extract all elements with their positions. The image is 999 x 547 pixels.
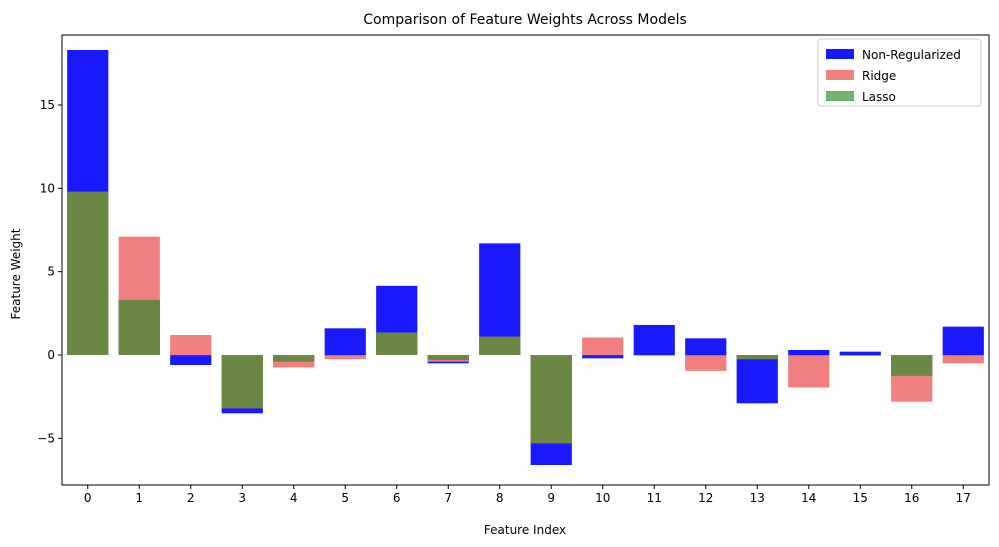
bar-non-regularized-2 bbox=[170, 355, 212, 365]
bar-lasso-16 bbox=[891, 355, 933, 376]
bar-lasso-9 bbox=[530, 355, 572, 444]
bar-lasso-8 bbox=[479, 336, 521, 355]
bar-lasso-3 bbox=[221, 355, 263, 409]
bar-non-regularized-15 bbox=[839, 351, 881, 355]
bar-lasso-14 bbox=[788, 355, 830, 356]
bar-lasso-17 bbox=[942, 355, 984, 356]
x-tick-label: 1 bbox=[135, 491, 143, 505]
x-tick-label: 12 bbox=[698, 491, 713, 505]
x-tick-label: 13 bbox=[750, 491, 765, 505]
y-axis-label: Feature Weight bbox=[9, 228, 23, 319]
bar-lasso-7 bbox=[427, 355, 469, 360]
series-non-regularized bbox=[67, 50, 984, 465]
bar-non-regularized-12 bbox=[685, 338, 727, 355]
legend-swatch bbox=[826, 70, 854, 80]
bar-ridge-10 bbox=[582, 337, 624, 355]
legend-label: Ridge bbox=[862, 69, 896, 83]
bar-non-regularized-17 bbox=[942, 326, 984, 355]
x-tick-label: 7 bbox=[444, 491, 452, 505]
bar-lasso-2 bbox=[170, 355, 212, 356]
legend-label: Non-Regularized bbox=[862, 48, 961, 62]
bar-lasso-5 bbox=[324, 355, 366, 356]
bar-ridge-12 bbox=[685, 355, 727, 371]
plot-area bbox=[67, 50, 984, 465]
x-tick-label: 10 bbox=[595, 491, 610, 505]
bar-lasso-1 bbox=[118, 300, 160, 355]
x-tick-label: 17 bbox=[956, 491, 971, 505]
legend-swatch bbox=[826, 49, 854, 59]
x-tick-label: 16 bbox=[904, 491, 919, 505]
plot-frame bbox=[61, 34, 990, 486]
bar-lasso-11 bbox=[633, 355, 675, 356]
bar-non-regularized-11 bbox=[633, 325, 675, 355]
bar-lasso-12 bbox=[685, 355, 727, 356]
legend: Non-Regularized Ridge Lasso bbox=[817, 38, 982, 107]
x-tick-label: 14 bbox=[801, 491, 816, 505]
bar-ridge-5 bbox=[324, 355, 366, 360]
y-tick-label: 15 bbox=[40, 98, 55, 112]
bar-lasso-13 bbox=[736, 355, 778, 360]
bar-lasso-10 bbox=[582, 355, 624, 356]
bar-lasso-6 bbox=[376, 332, 418, 355]
legend-swatch bbox=[826, 91, 854, 101]
x-tick-label: 5 bbox=[341, 491, 349, 505]
legend-label: Lasso bbox=[862, 90, 896, 104]
legend-box bbox=[817, 38, 982, 107]
x-tick-label: 9 bbox=[547, 491, 555, 505]
y-tick-label: 10 bbox=[40, 181, 55, 195]
y-tick-label: −5 bbox=[37, 431, 55, 445]
chart-title: Comparison of Feature Weights Across Mod… bbox=[363, 12, 687, 28]
bar-lasso-4 bbox=[273, 355, 315, 362]
series-ridge bbox=[67, 191, 984, 444]
bar-lasso-0 bbox=[67, 191, 109, 355]
bar-lasso-15 bbox=[839, 355, 881, 356]
bar-non-regularized-5 bbox=[324, 328, 366, 355]
x-tick-label: 11 bbox=[647, 491, 662, 505]
bar-ridge-17 bbox=[942, 355, 984, 364]
bar-non-regularized-10 bbox=[582, 355, 624, 359]
bar-non-regularized-8 bbox=[479, 243, 521, 355]
x-tick-label: 4 bbox=[290, 491, 298, 505]
bar-non-regularized-13 bbox=[736, 355, 778, 404]
series-lasso bbox=[67, 191, 984, 444]
y-tick-label: 0 bbox=[47, 348, 55, 362]
y-tick-label: 5 bbox=[47, 265, 55, 279]
bar-non-regularized-14 bbox=[788, 350, 830, 355]
x-axis-label: Feature Index bbox=[484, 523, 566, 537]
bar-ridge-2 bbox=[170, 335, 212, 355]
x-tick-label: 15 bbox=[853, 491, 868, 505]
bar-ridge-14 bbox=[788, 355, 830, 388]
x-tick-label: 0 bbox=[84, 491, 92, 505]
x-tick-label: 6 bbox=[393, 491, 401, 505]
x-tick-label: 8 bbox=[496, 491, 504, 505]
x-tick-label: 2 bbox=[187, 491, 195, 505]
x-tick-label: 3 bbox=[238, 491, 246, 505]
